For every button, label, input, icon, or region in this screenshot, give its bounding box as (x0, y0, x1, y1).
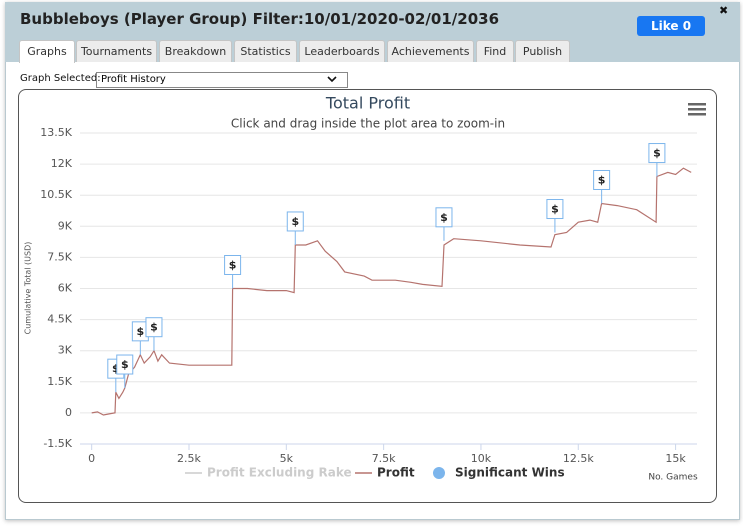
y-tick-label: 0 (65, 406, 72, 419)
selector-label: Graph Selected: (20, 73, 101, 84)
x-tick-label: 2.5k (177, 452, 201, 465)
dialog (5, 2, 740, 520)
graph-select[interactable]: Profit History (96, 72, 348, 88)
close-button[interactable]: ✖ (719, 4, 729, 17)
profit-line (91, 167, 692, 416)
y-tick-label: 9K (58, 219, 73, 232)
tab[interactable]: Breakdown (159, 40, 232, 62)
menu-button[interactable] (688, 103, 706, 116)
flag-label: $ (121, 358, 129, 371)
legend-label: Profit Excluding Rake (207, 466, 352, 480)
y-tick-label: 1.5K (47, 375, 72, 388)
chart-container (18, 89, 717, 503)
y-axis-title: Cumulative Total (USD) (24, 242, 33, 335)
x-tick-label: 12.5k (563, 452, 594, 465)
y-tick-label: 4.5K (47, 313, 72, 326)
significant-win-flag (224, 255, 242, 275)
x-tick-label: 7.5k (372, 452, 396, 465)
significant-win-flag (116, 354, 134, 375)
tab[interactable]: Leaderboards (299, 40, 385, 62)
flag-label: $ (291, 215, 299, 228)
flag-label: $ (150, 321, 158, 334)
tab[interactable]: Find (476, 40, 514, 62)
y-tick-label: 10.5K (40, 188, 72, 201)
legend-symbol (433, 467, 445, 479)
y-tick-label: 12K (51, 157, 73, 170)
legend-item[interactable]: Profit Excluding Rake (185, 466, 352, 480)
legend-label: Profit (377, 466, 415, 480)
significant-win-flag (286, 211, 304, 232)
y-tick-label: -1.5K (43, 437, 72, 450)
tab[interactable]: Graphs (19, 40, 75, 63)
legend-item[interactable]: Profit (355, 466, 415, 480)
y-tick-label: 7.5K (47, 250, 72, 263)
select-arrow (327, 76, 337, 83)
x-tick-label: 10k (471, 452, 492, 465)
like-button[interactable]: Like 0 (637, 16, 705, 36)
chart-title: Total Profit (325, 94, 410, 113)
significant-win-flag (145, 317, 163, 338)
tab[interactable]: Tournaments (76, 40, 157, 62)
flag-label: $ (440, 211, 448, 224)
legend-label: Significant Wins (455, 466, 565, 480)
flag-label: $ (653, 147, 661, 160)
tab[interactable]: Publish (515, 40, 570, 62)
flag-label: $ (551, 203, 559, 216)
flag-label: $ (112, 362, 120, 375)
flag-label: $ (229, 259, 237, 272)
significant-win-flag (648, 143, 666, 164)
tab[interactable]: Achievements (387, 40, 474, 62)
legend-item[interactable]: Significant Wins (433, 466, 565, 480)
x-tick-label: 5k (280, 452, 294, 465)
dialog-title: Bubbleboys (Player Group) Filter:10/01/2… (20, 10, 500, 28)
significant-win-flag (593, 169, 611, 190)
significant-win-flag (435, 207, 453, 228)
significant-win-flag (546, 199, 564, 220)
flag-label: $ (598, 173, 606, 186)
x-tick-label: 0 (88, 452, 95, 465)
flag-label: $ (137, 325, 145, 338)
y-tick-label: 3K (58, 344, 73, 357)
y-tick-label: 13.5K (40, 126, 72, 139)
chart-subtitle: Click and drag inside the plot area to z… (231, 117, 505, 131)
x-tick-label: 15k (665, 452, 686, 465)
y-tick-label: 6K (58, 282, 73, 295)
x-axis-title: No. Games (648, 473, 698, 483)
tab[interactable]: Statistics (234, 40, 297, 62)
